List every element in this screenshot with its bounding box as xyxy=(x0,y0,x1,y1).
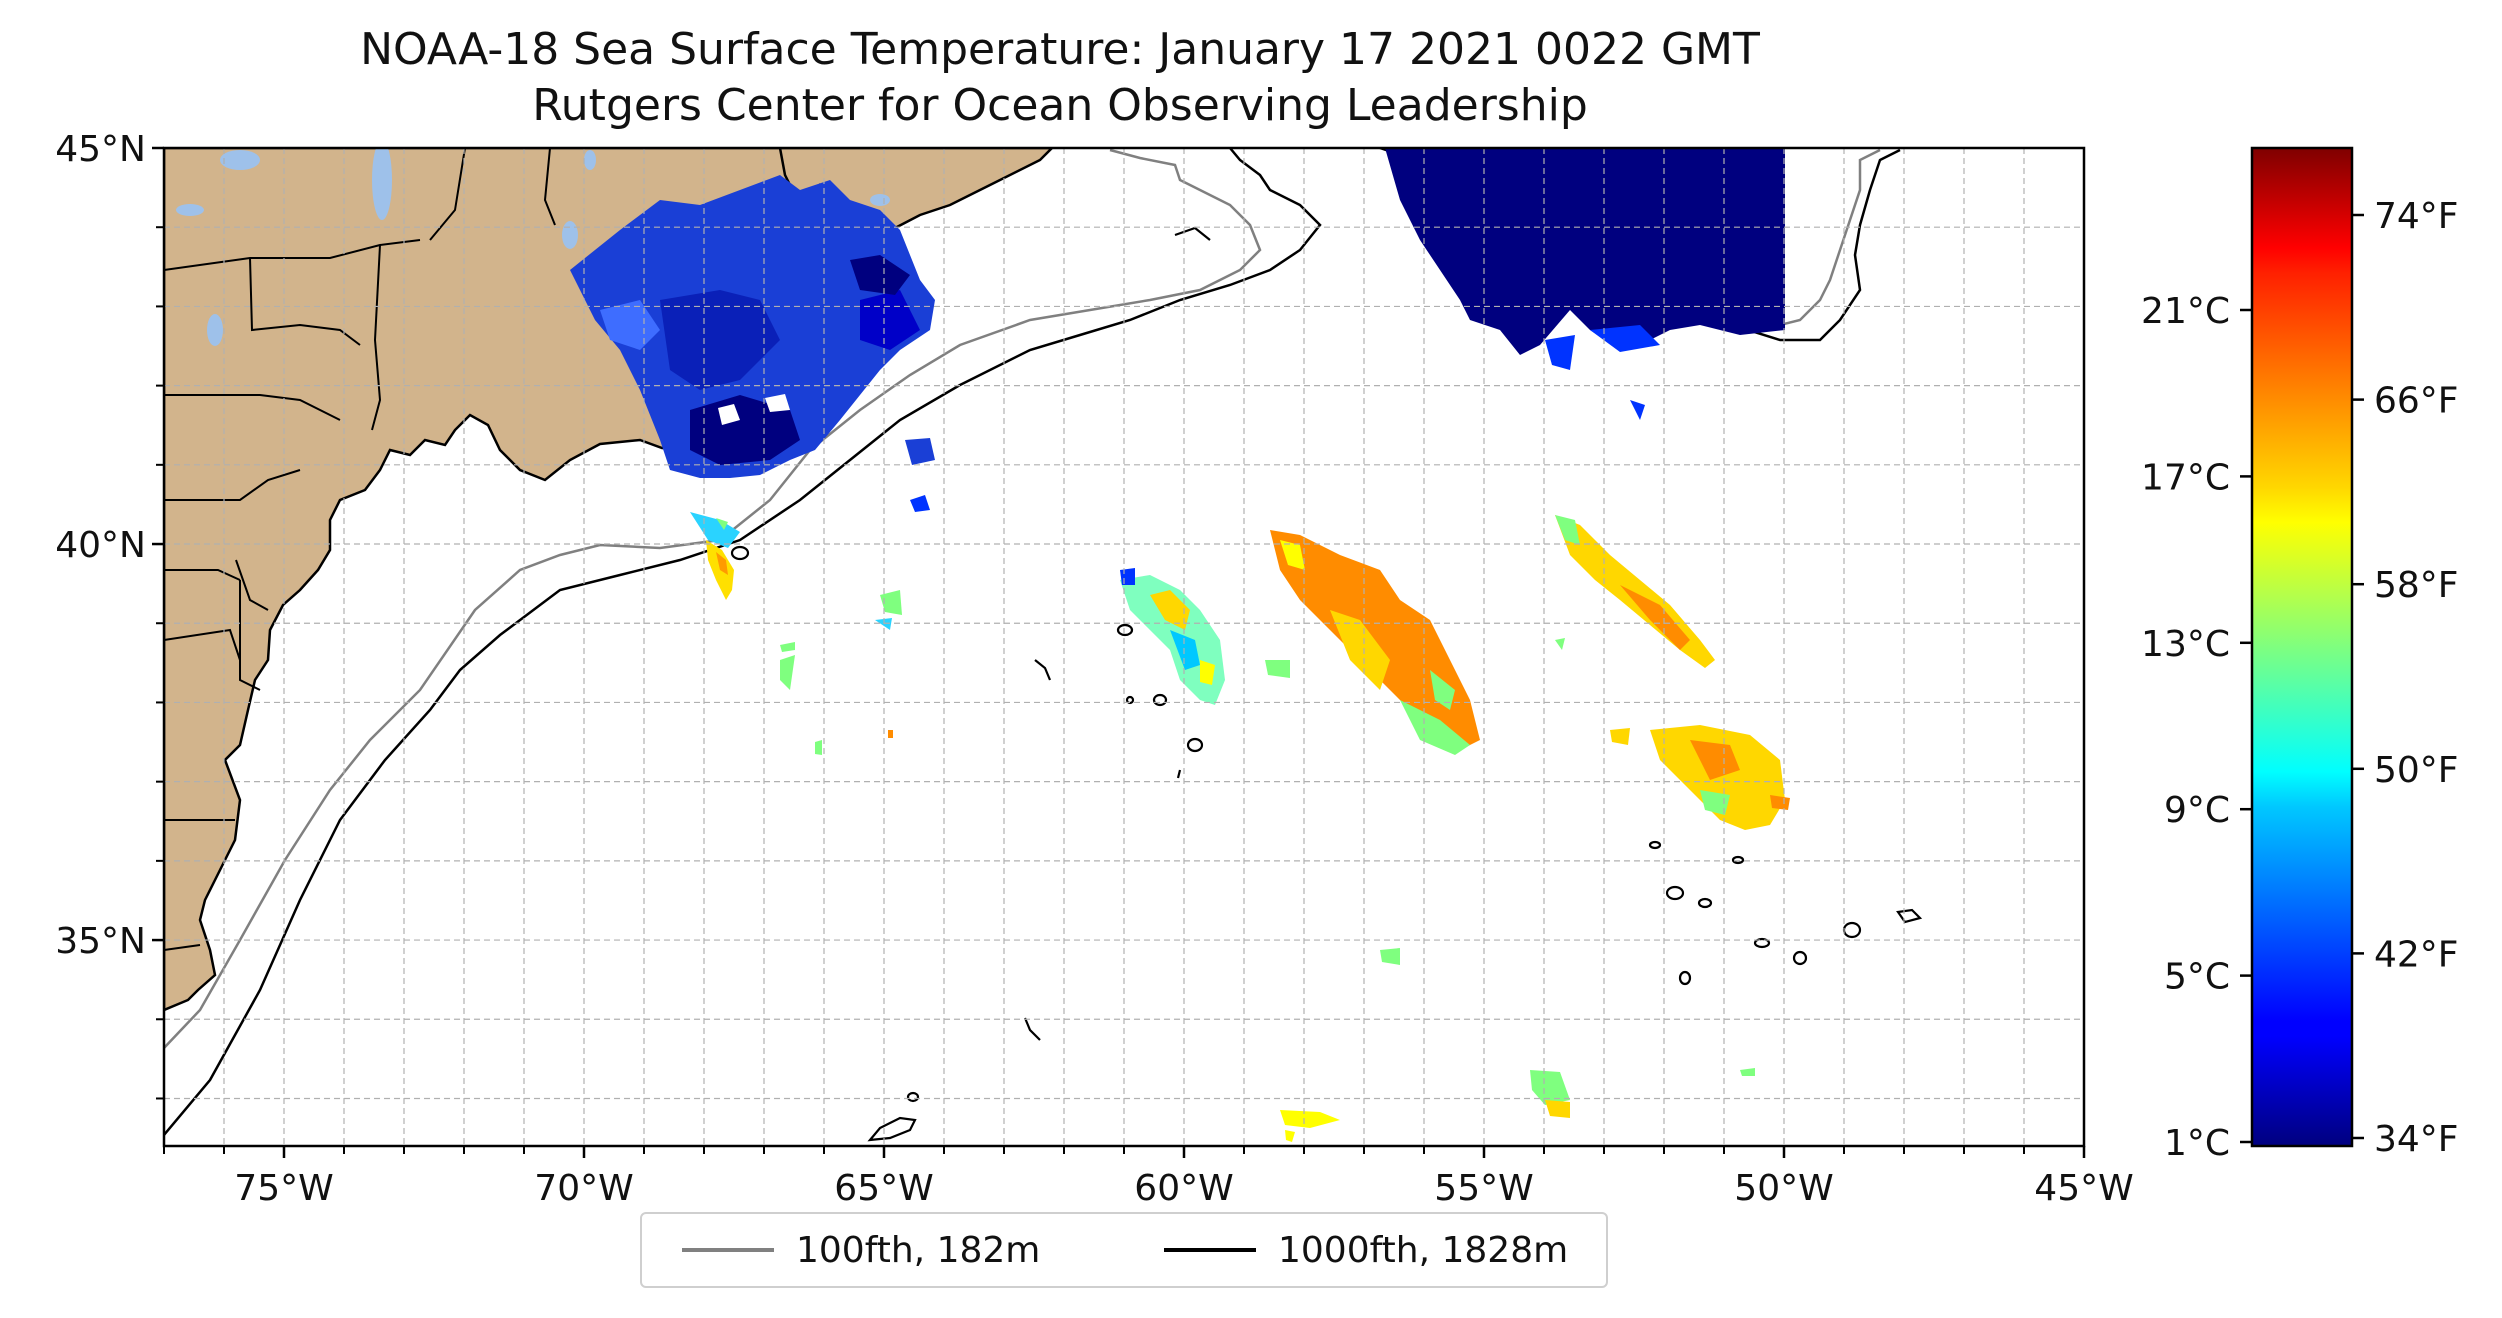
lat-tick-label: 35°N xyxy=(55,921,146,962)
colorbar-celsius-label: 21°C xyxy=(2141,291,2230,332)
colorbar-fahrenheit-label: 34°F xyxy=(2374,1119,2459,1160)
colorbar-celsius-axis: 21°C 17°C 13°C 9°C 5°C 1°C xyxy=(2141,291,2252,1164)
lat-tick-label: 40°N xyxy=(55,525,146,566)
lon-tick-label: 75°W xyxy=(234,1168,333,1209)
lon-tick-label: 60°W xyxy=(1134,1168,1233,1209)
map-plot-area[interactable]: 75°W 70°W 65°W 60°W 55°W 50°W 45°W 45°N 40°N 35°… xyxy=(55,129,2133,1209)
sst-patch-1 xyxy=(1120,575,1225,705)
colorbar-fahrenheit-label: 58°F xyxy=(2374,565,2459,606)
sst-coverage xyxy=(570,148,1790,1142)
sst-swath-grand-banks xyxy=(1385,148,1785,355)
chart-subtitle: Rutgers Center for Ocean Observing Leade… xyxy=(532,80,1588,131)
legend: 100fth, 182m 1000fth, 1828m xyxy=(640,1212,1608,1288)
inland-lakes xyxy=(176,148,890,346)
legend-swatch-100fth xyxy=(682,1248,774,1252)
lon-tick-label: 55°W xyxy=(1434,1168,1533,1209)
lon-tick-label: 70°W xyxy=(534,1168,633,1209)
legend-label-1000fth: 1000fth, 1828m xyxy=(1278,1229,1569,1271)
lon-tick-label: 45°W xyxy=(2034,1168,2133,1209)
lon-tick-label: 65°W xyxy=(834,1168,933,1209)
isobath-100fth xyxy=(164,148,1262,1049)
lon-tick-label: 50°W xyxy=(1734,1168,1833,1209)
seamount-contours xyxy=(730,226,1923,1142)
latitude-axis: 45°N 40°N 35°N xyxy=(55,129,164,1100)
colorbar-fahrenheit-label: 42°F xyxy=(2374,934,2459,975)
colorbar-fahrenheit-label: 66°F xyxy=(2374,381,2459,422)
chart-title: NOAA-18 Sea Surface Temperature: January… xyxy=(360,24,1760,75)
longitude-axis: 75°W 70°W 65°W 60°W 55°W 50°W 45°W xyxy=(163,1146,2134,1209)
legend-item-100fth: 100fth, 182m xyxy=(682,1214,1040,1286)
map-gridlines xyxy=(163,147,2085,1146)
colorbar-gradient xyxy=(2252,148,2352,1146)
colorbar-celsius-label: 9°C xyxy=(2164,790,2230,831)
colorbar-celsius-label: 1°C xyxy=(2164,1123,2230,1164)
colorbar-celsius-label: 13°C xyxy=(2141,624,2230,665)
legend-label-100fth: 100fth, 182m xyxy=(796,1229,1041,1271)
colorbar-fahrenheit-label: 74°F xyxy=(2374,196,2459,237)
colorbar-frame xyxy=(2250,146,2354,1148)
colorbar-fahrenheit-axis: 74°F 66°F 58°F 50°F 42°F 34°F xyxy=(2352,196,2459,1160)
legend-swatch-1000fth xyxy=(1164,1248,1256,1252)
legend-item-1000fth: 1000fth, 1828m xyxy=(1164,1214,1568,1286)
colorbar-celsius-label: 17°C xyxy=(2141,457,2230,498)
colorbar-celsius-label: 5°C xyxy=(2164,957,2230,998)
colorbar-fahrenheit-label: 50°F xyxy=(2374,750,2459,791)
state-borders xyxy=(164,148,556,951)
colorbar: 21°C 17°C 13°C 9°C 5°C 1°C 74°F 66°F 58°F 50°F 42… xyxy=(2141,146,2459,1164)
isobath-1000fth xyxy=(164,148,1322,1136)
lat-tick-label: 45°N xyxy=(55,129,146,170)
